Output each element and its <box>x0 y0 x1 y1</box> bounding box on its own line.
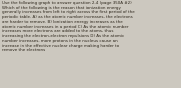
Text: Use the following graph to answer question 2-4 (page 350A #2)
Which of the follo: Use the following graph to answer questi… <box>2 1 134 52</box>
